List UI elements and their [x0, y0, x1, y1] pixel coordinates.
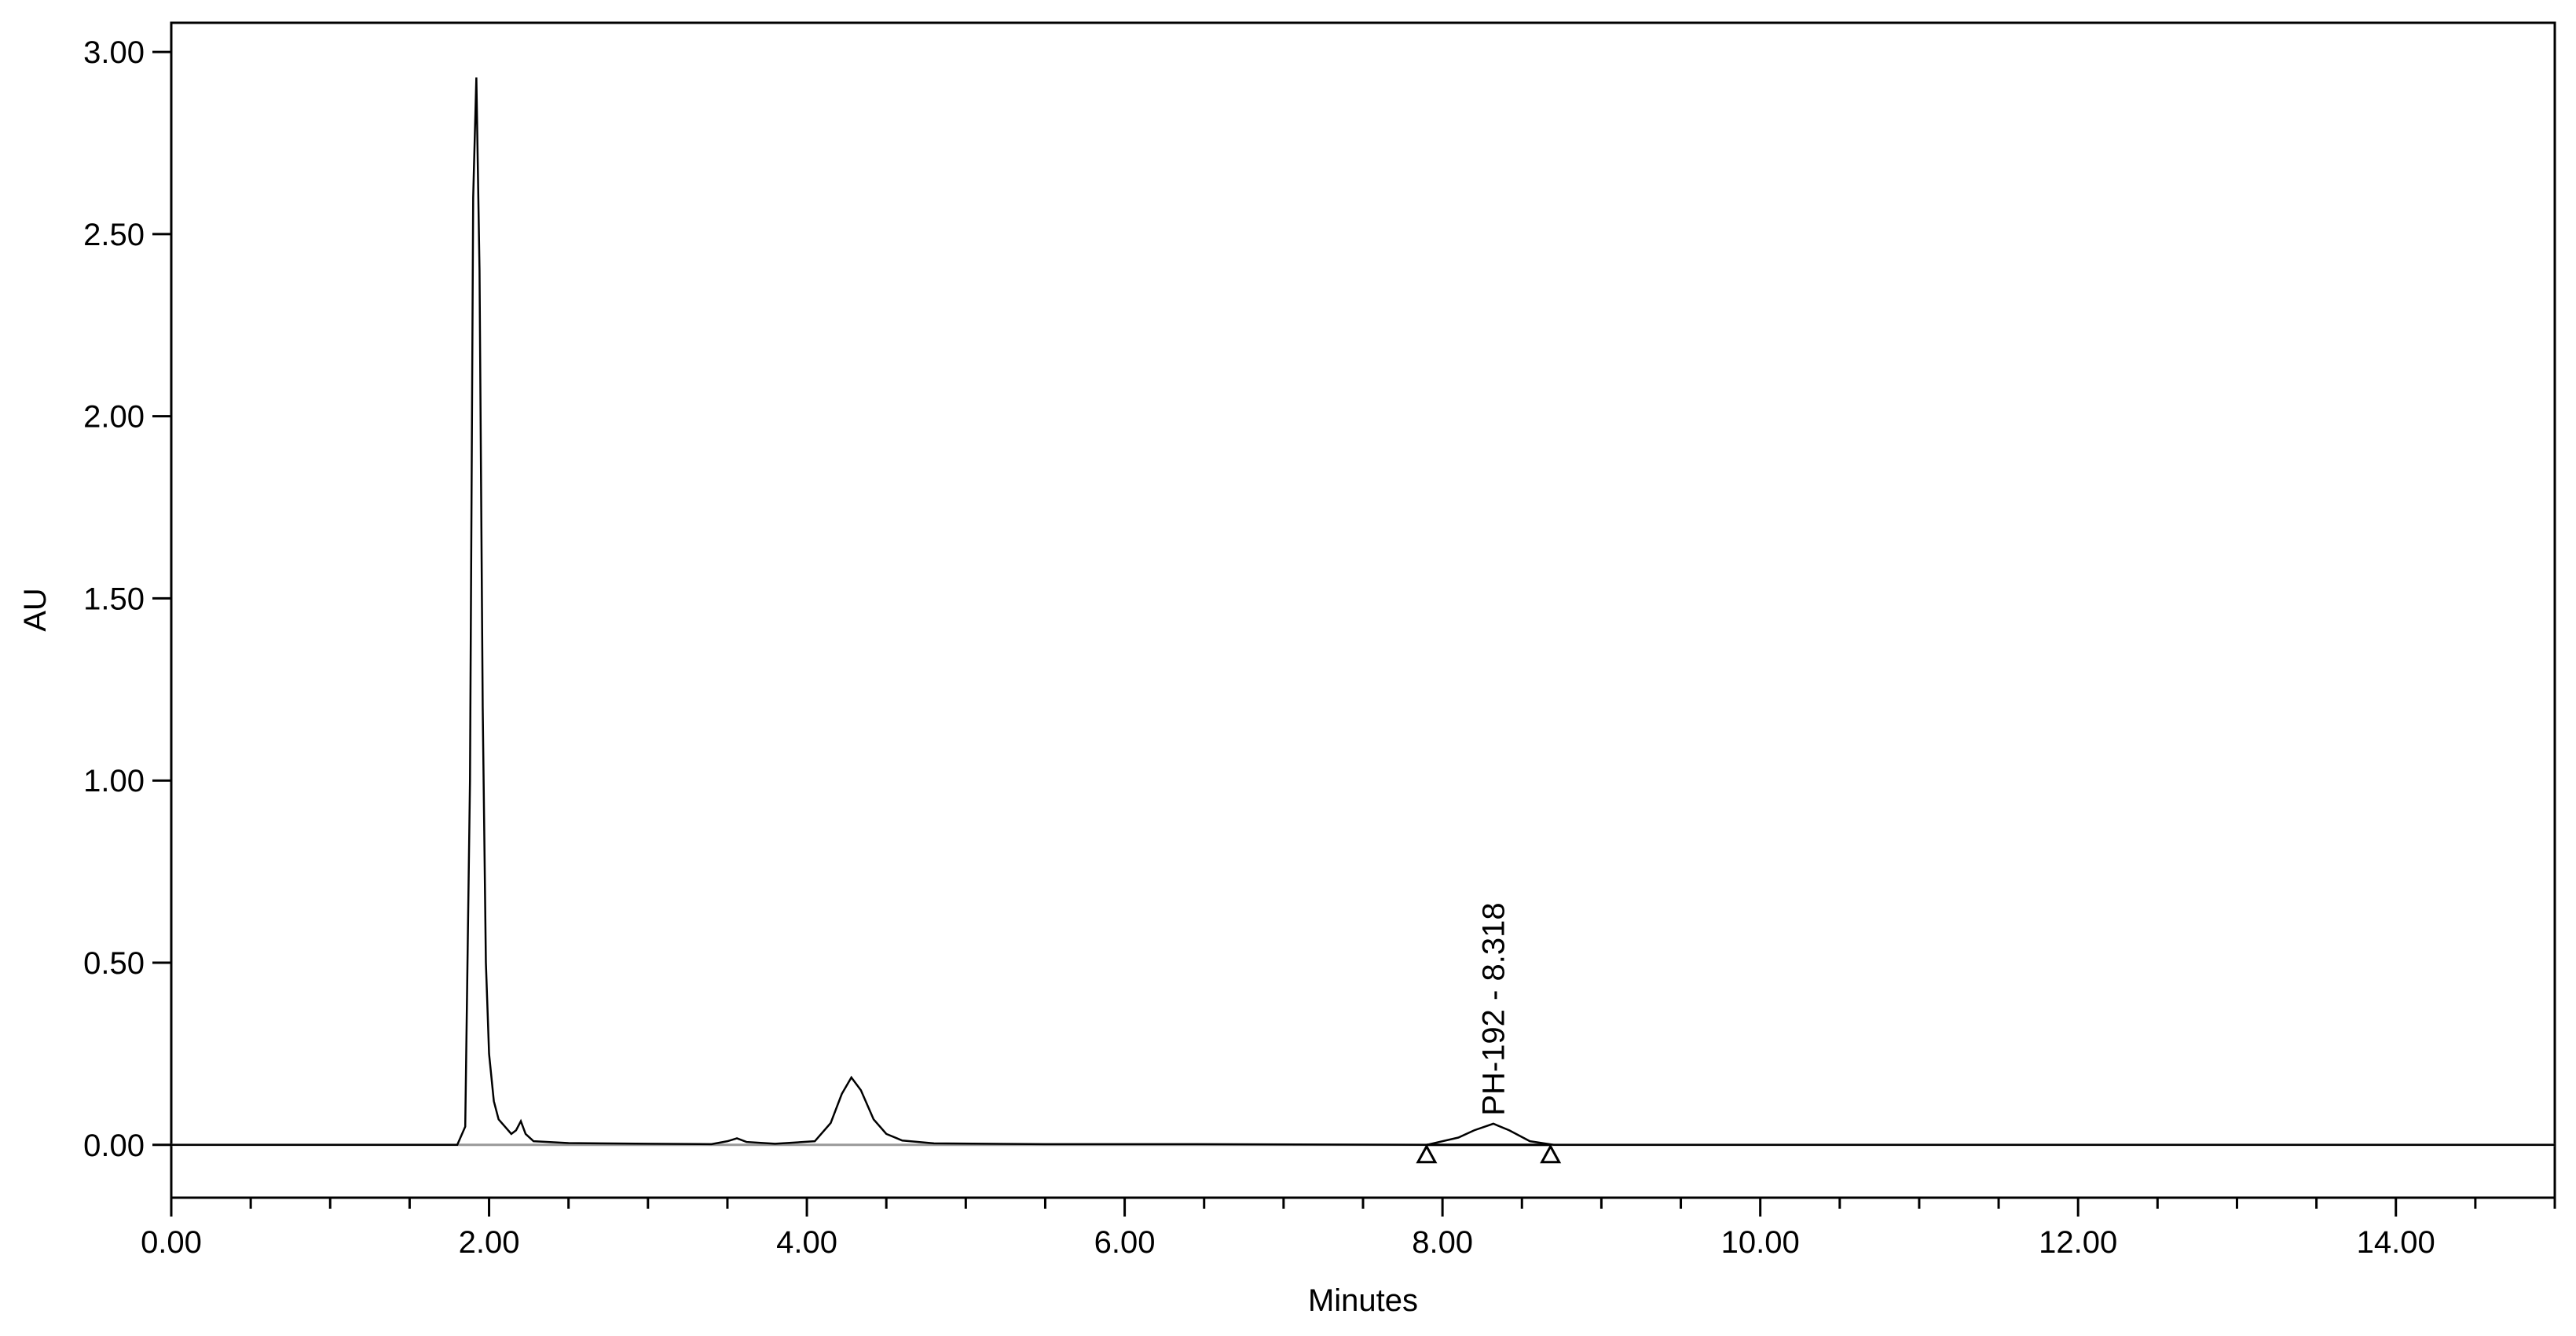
y-tick-label: 3.00	[83, 35, 145, 70]
signal-line	[171, 77, 2555, 1147]
x-tick-label: 6.00	[1094, 1225, 1156, 1260]
x-tick-label: 12.00	[2039, 1225, 2117, 1260]
plot-frame	[170, 21, 2556, 1199]
x-tick-label: 0.00	[141, 1225, 202, 1260]
x-tick-label: 2.00	[459, 1225, 520, 1260]
y-tick-label: 0.50	[83, 946, 145, 981]
y-tick-label: 2.50	[83, 218, 145, 252]
y-tick-label: 1.00	[83, 764, 145, 798]
y-tick-label: 1.50	[83, 582, 145, 616]
x-tick-label: 4.00	[776, 1225, 837, 1260]
peak-marker	[1540, 1143, 1562, 1164]
peak-annotation: PH-192 - 8.318	[1476, 902, 1511, 1115]
x-tick-label: 14.00	[2357, 1225, 2435, 1260]
x-tick-label: 8.00	[1412, 1225, 1473, 1260]
peak-marker	[1416, 1143, 1438, 1164]
y-tick-label: 2.00	[83, 400, 145, 435]
y-axis-label: AU	[18, 588, 53, 632]
x-axis-label: Minutes	[1308, 1283, 1418, 1318]
y-tick-label: 0.00	[83, 1129, 145, 1163]
x-tick-label: 10.00	[1721, 1225, 1800, 1260]
